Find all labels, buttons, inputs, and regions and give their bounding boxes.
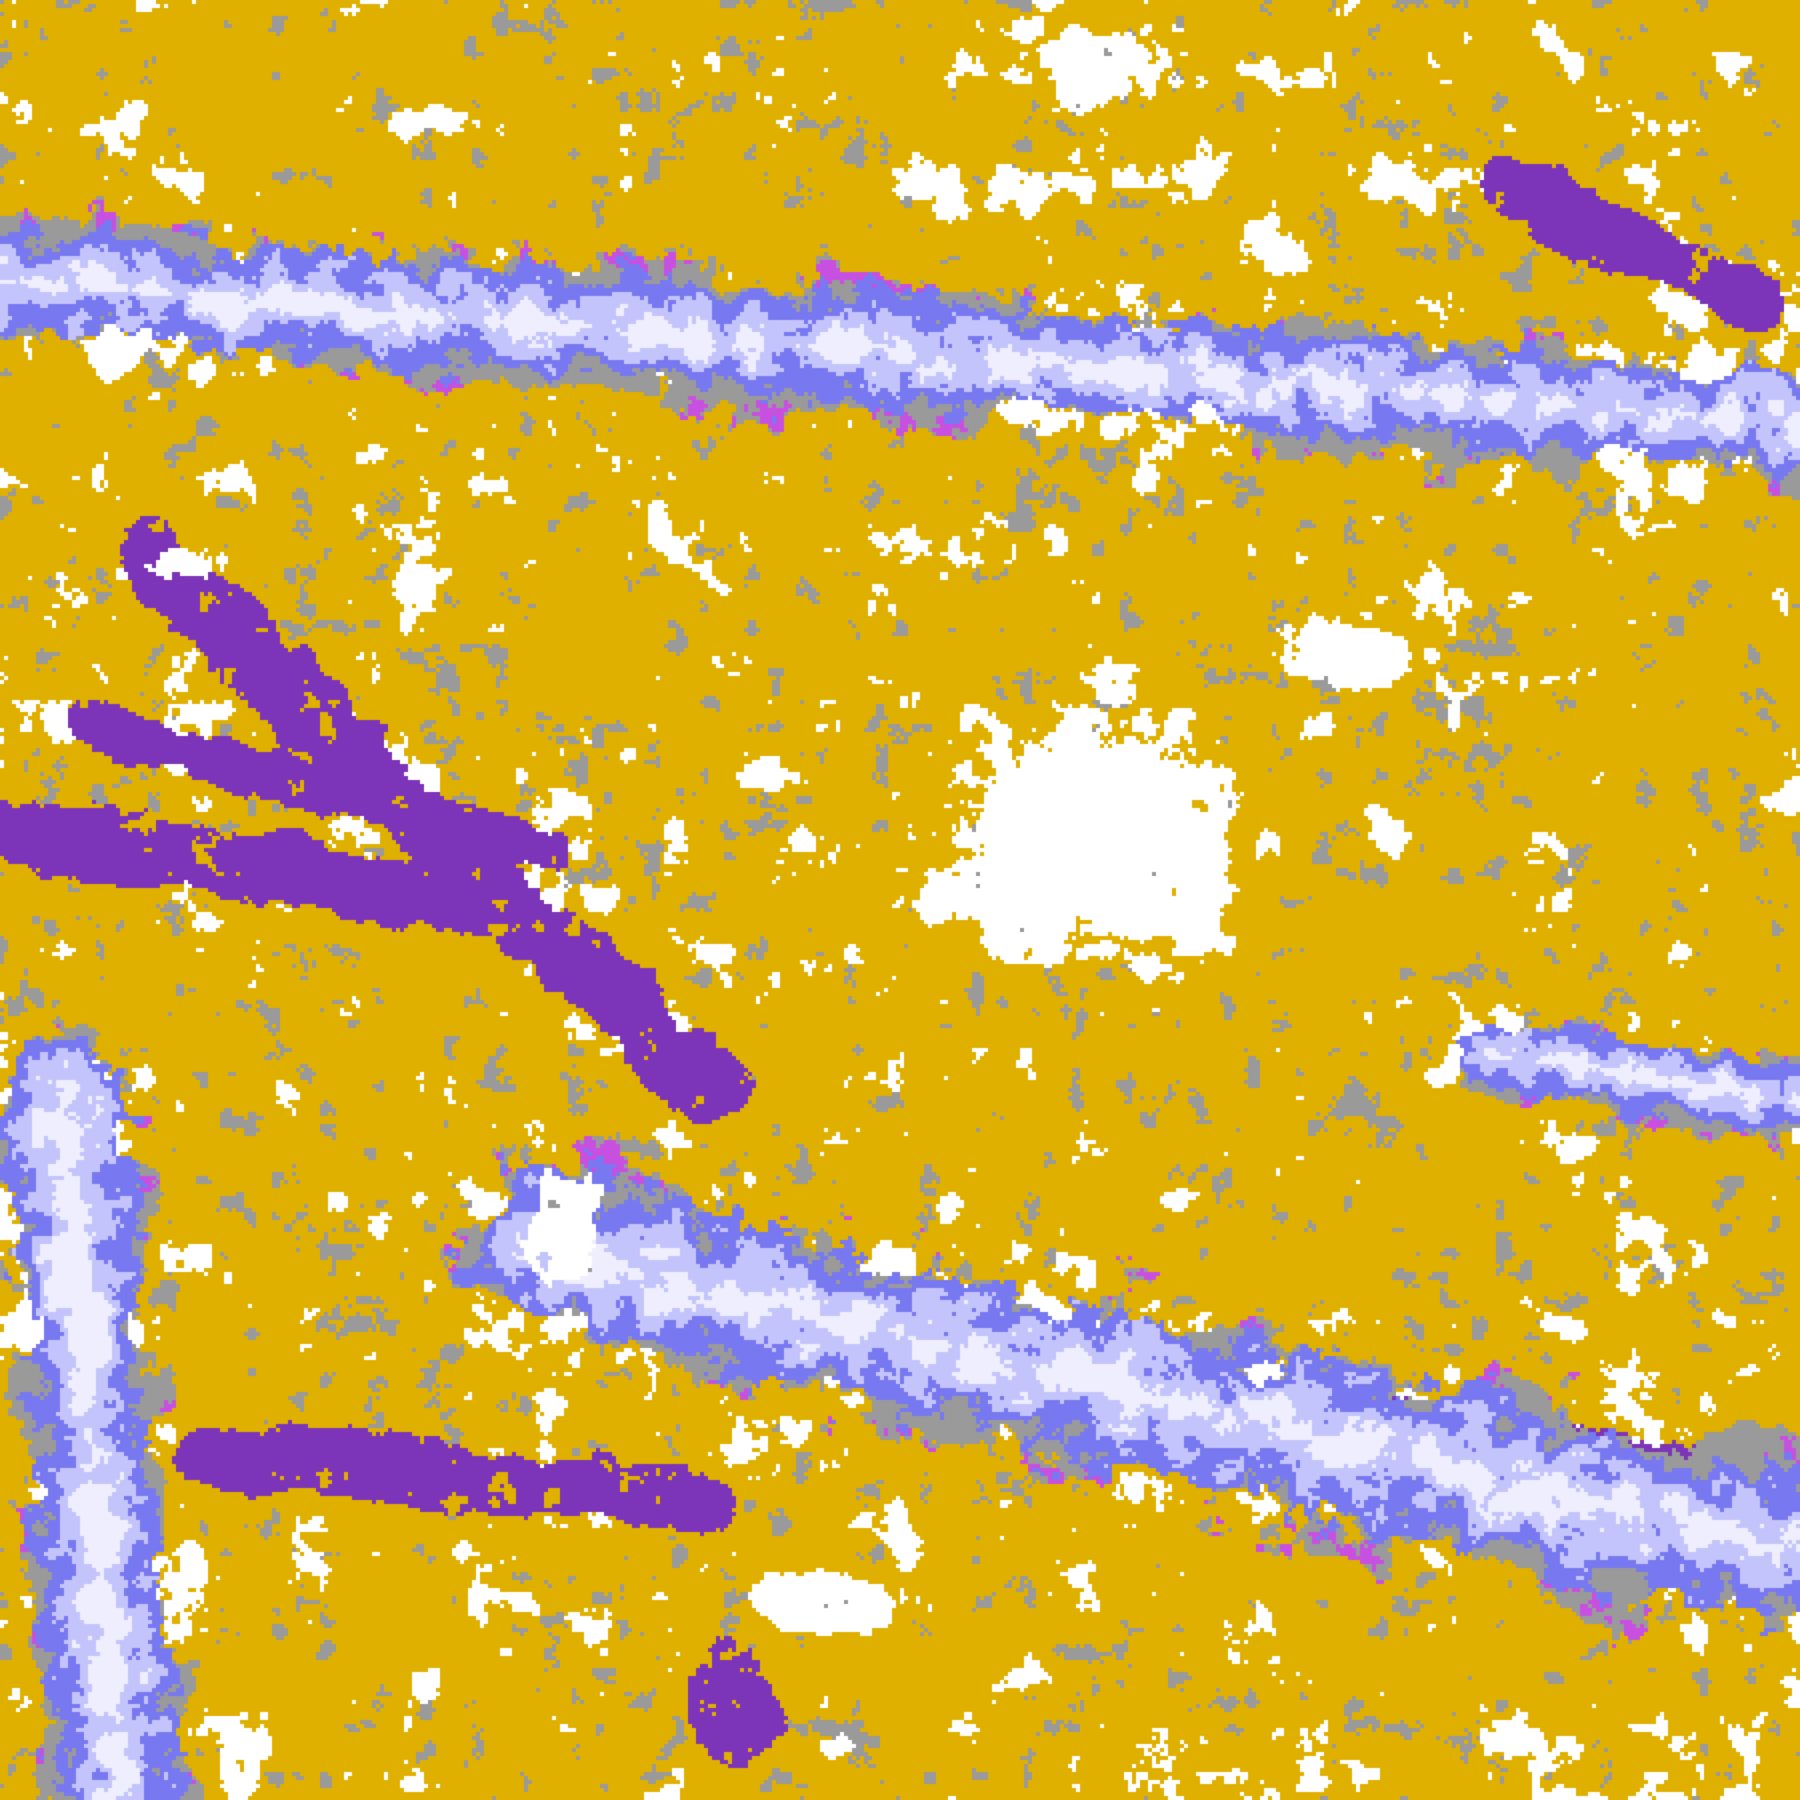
satellite-classification-image — [0, 0, 1800, 1800]
